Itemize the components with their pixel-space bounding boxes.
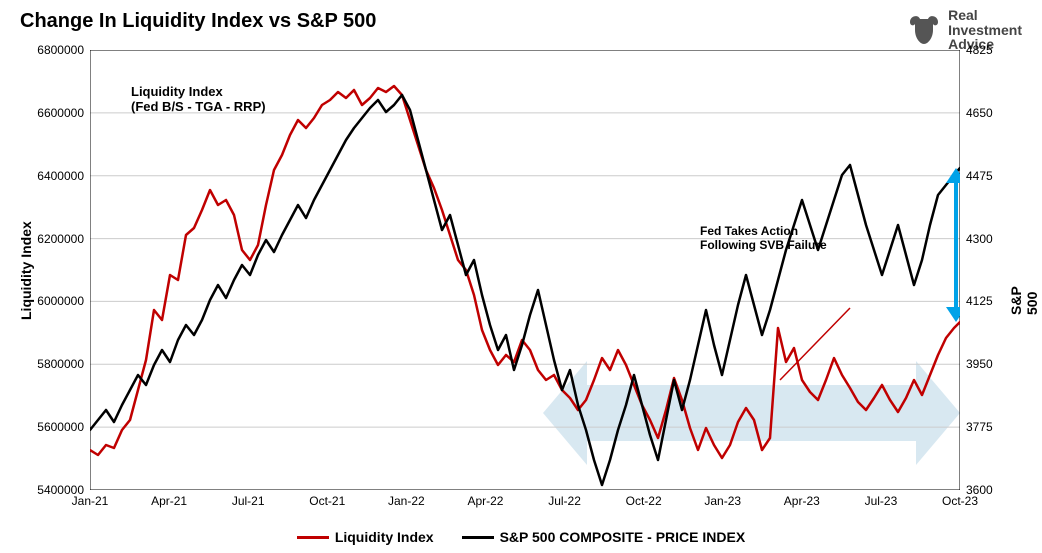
x-tick: Apr-23 bbox=[784, 494, 820, 508]
y-right-tick: 4300 bbox=[966, 232, 993, 246]
y-axis-right-label: S&P 500 Index bbox=[1008, 278, 1042, 315]
y-left-tick: 5800000 bbox=[37, 357, 84, 371]
y-right-tick: 3775 bbox=[966, 420, 993, 434]
x-tick: Jan-22 bbox=[388, 494, 425, 508]
y-left-tick: 6200000 bbox=[37, 232, 84, 246]
y-right-tick: 4650 bbox=[966, 106, 993, 120]
svb-annotation: Fed Takes Action Following SVB Failure bbox=[700, 225, 827, 253]
legend-item: S&P 500 COMPOSITE - PRICE INDEX bbox=[462, 529, 746, 545]
y-left-tick: 6800000 bbox=[37, 43, 84, 57]
chart-container: { "title": "Change In Liquidity Index vs… bbox=[0, 0, 1042, 553]
x-tick: Apr-22 bbox=[467, 494, 503, 508]
y-right-tick: 4125 bbox=[966, 294, 993, 308]
x-tick: Oct-22 bbox=[626, 494, 662, 508]
y-left-tick: 5600000 bbox=[37, 420, 84, 434]
y-right-tick: 3950 bbox=[966, 357, 993, 371]
x-tick: Jul-23 bbox=[865, 494, 898, 508]
x-tick: Oct-23 bbox=[942, 494, 978, 508]
x-tick: Jan-23 bbox=[704, 494, 741, 508]
chart-legend: Liquidity Index S&P 500 COMPOSITE - PRICE… bbox=[0, 526, 1042, 546]
legend-item: Liquidity Index bbox=[297, 529, 434, 545]
logo-line-2: Investment bbox=[948, 23, 1022, 38]
liquidity-index-annotation: Liquidity Index (Fed B/S - TGA - RRP) bbox=[131, 85, 266, 115]
y-right-tick: 4475 bbox=[966, 169, 993, 183]
brand-logo: Real Investment Advice bbox=[906, 8, 1022, 52]
y-right-tick: 4825 bbox=[966, 43, 993, 57]
annotation-line: Liquidity Index bbox=[131, 85, 266, 100]
legend-swatch bbox=[297, 536, 329, 539]
y-left-tick: 6000000 bbox=[37, 294, 84, 308]
annotation-line: Fed Takes Action bbox=[700, 225, 827, 239]
annotation-line: (Fed B/S - TGA - RRP) bbox=[131, 100, 266, 115]
chart-plot bbox=[90, 50, 960, 490]
x-tick: Jul-22 bbox=[548, 494, 581, 508]
y-left-tick: 6400000 bbox=[37, 169, 84, 183]
annotation-line: Following SVB Failure bbox=[700, 239, 827, 253]
legend-label: S&P 500 COMPOSITE - PRICE INDEX bbox=[500, 529, 746, 545]
legend-swatch bbox=[462, 536, 494, 539]
chart-title: Change In Liquidity Index vs S&P 500 bbox=[20, 10, 376, 33]
legend-label: Liquidity Index bbox=[335, 529, 434, 545]
y-axis-left-label: Liquidity Index bbox=[18, 221, 34, 320]
x-tick: Jan-21 bbox=[72, 494, 109, 508]
x-tick: Jul-21 bbox=[232, 494, 265, 508]
x-tick: Oct-21 bbox=[309, 494, 345, 508]
gap-arrow-head bbox=[946, 307, 960, 322]
logo-line-1: Real bbox=[948, 8, 1022, 23]
x-tick: Apr-21 bbox=[151, 494, 187, 508]
y-left-tick: 6600000 bbox=[37, 106, 84, 120]
bull-icon bbox=[906, 12, 942, 48]
